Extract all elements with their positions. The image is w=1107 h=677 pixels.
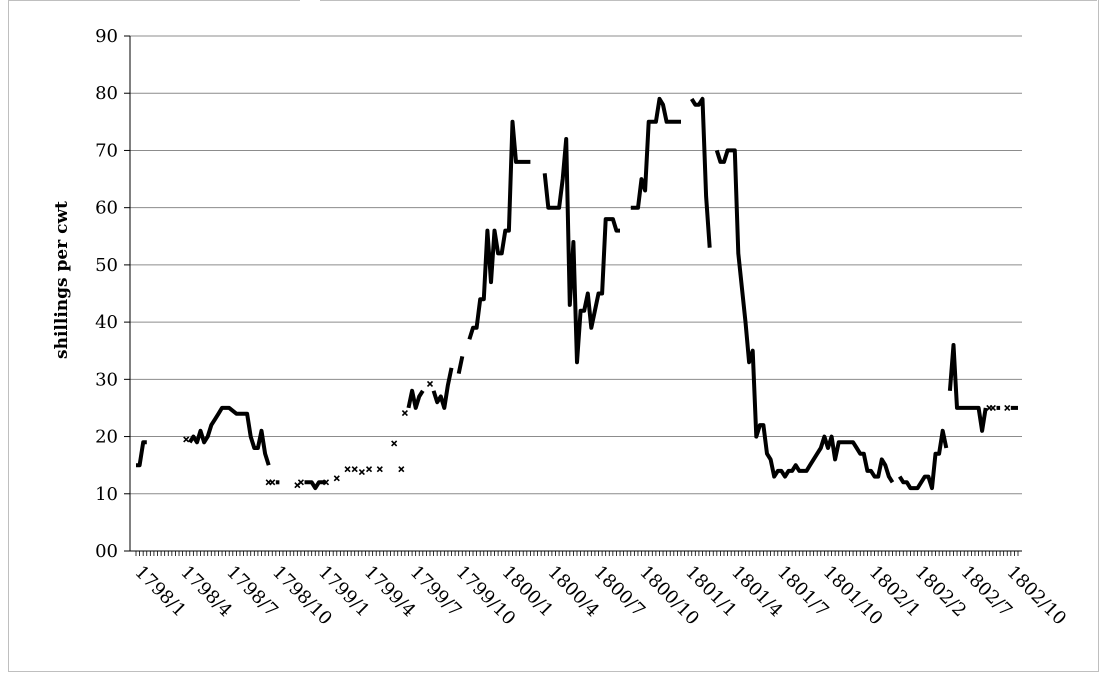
data-point-marker — [269, 479, 276, 486]
y-axis-label: shillings per cwt — [52, 201, 72, 359]
series-line-segment — [690, 96, 712, 248]
y-tick-label: 90 — [95, 26, 118, 47]
y-tick-label: 80 — [95, 83, 118, 104]
price-series — [136, 96, 1018, 491]
data-point-marker — [183, 436, 190, 443]
data-point-marker — [989, 404, 996, 412]
data-point-marker — [297, 479, 304, 486]
chart-frame — [8, 0, 1099, 672]
y-tick-label: 60 — [95, 198, 118, 219]
data-point-marker — [351, 466, 358, 473]
data-point-marker — [398, 466, 405, 473]
x-tick-label: 1802/10 — [1002, 562, 1070, 630]
series-line-segment — [542, 137, 620, 365]
series-line-segment — [456, 355, 465, 375]
data-point-marker — [365, 466, 373, 473]
series-line-segment — [898, 428, 949, 491]
series-line-segment — [304, 480, 326, 491]
axes — [129, 36, 1022, 552]
y-tick-label: 50 — [95, 255, 118, 276]
y-tick-label: 20 — [95, 427, 118, 448]
series-line-segment — [406, 388, 425, 410]
series-line-segment — [188, 405, 271, 466]
series-line-segment — [947, 343, 988, 433]
x-tick-labels: 1798/11798/41798/71798/101799/11799/4179… — [130, 562, 1070, 630]
y-tick-label: 70 — [95, 140, 118, 161]
data-point-marker — [391, 440, 398, 447]
y-tick-labels: 00 10 20 30 40 50 60 70 80 90 — [95, 26, 118, 562]
series-line-segment — [630, 96, 681, 210]
series-line-segment — [714, 148, 895, 484]
series-line-segment — [467, 119, 531, 340]
y-tick-label: 10 — [95, 484, 118, 505]
data-point-marker — [344, 466, 351, 473]
data-point-marker — [376, 466, 383, 473]
data-point-marker — [1004, 404, 1011, 412]
data-point-marker — [333, 475, 340, 482]
series-line-segment — [431, 367, 454, 410]
y-tick-label: 00 — [95, 541, 118, 562]
series-line-segment — [136, 440, 147, 468]
data-point-marker — [322, 479, 330, 486]
x-minor-ticks — [135, 551, 1019, 556]
data-point-marker — [358, 468, 365, 476]
price-markers — [183, 380, 1011, 489]
frame-top-edge-left — [8, 0, 300, 1]
data-point-marker — [426, 380, 434, 387]
frame-top-edge-right — [320, 0, 1097, 1]
data-point-marker — [401, 410, 408, 417]
y-tick-label: 40 — [95, 312, 118, 333]
y-tick-label: 30 — [95, 369, 118, 390]
